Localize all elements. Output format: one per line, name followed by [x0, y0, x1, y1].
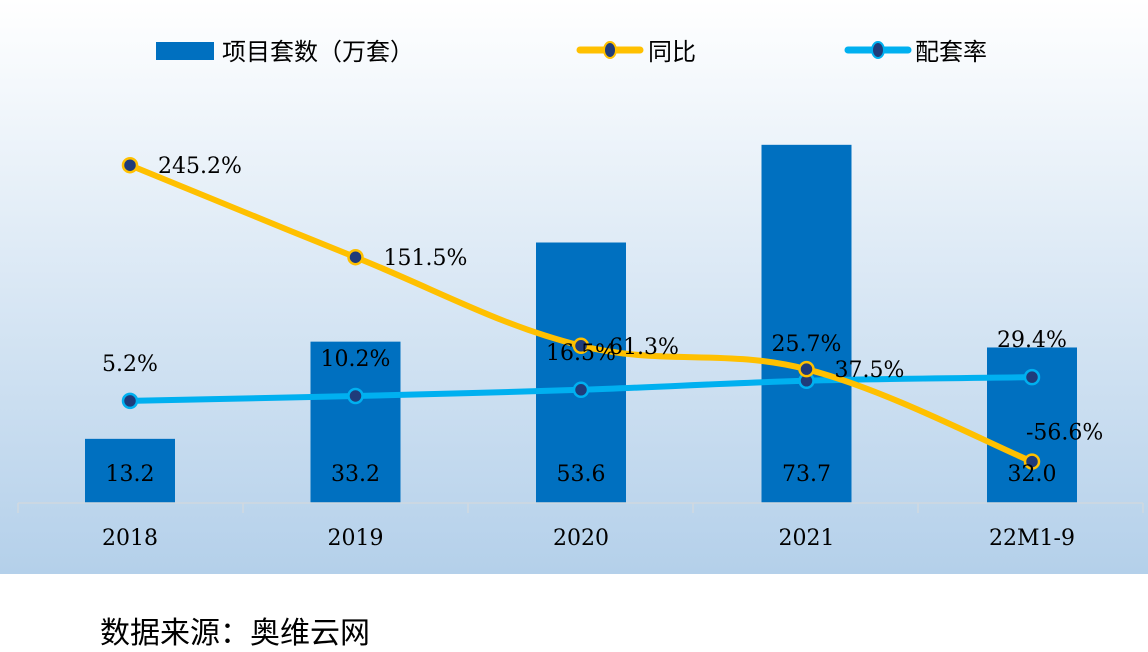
legend: 项目套数（万套） 同比 配套率	[156, 38, 987, 66]
yoy-data-label: -56.6%	[1026, 421, 1103, 446]
legend-marker	[603, 41, 617, 59]
legend-label: 项目套数（万套）	[222, 38, 414, 66]
x-tick-label: 2019	[328, 526, 384, 551]
bar-data-label: 32.0	[1008, 462, 1057, 487]
bar-data-label: 13.2	[106, 462, 155, 487]
rate-data-label: 10.2%	[321, 347, 391, 372]
bar	[85, 438, 175, 503]
rate-marker	[572, 381, 590, 399]
legend-swatch-bar	[156, 42, 214, 60]
yoy-marker	[347, 248, 364, 266]
rate-marker	[121, 392, 139, 410]
legend-label: 同比	[648, 38, 696, 66]
yoy-data-label: 37.5%	[835, 358, 905, 383]
rate-data-label: 25.7%	[772, 332, 842, 357]
bar	[761, 144, 852, 503]
bar-data-label: 53.6	[557, 462, 606, 487]
bar-data-label: 33.2	[331, 462, 380, 487]
source-note: 数据来源：奥维云网	[100, 616, 370, 651]
x-tick-label: 2018	[102, 526, 158, 551]
rate-data-label: 29.4%	[997, 328, 1067, 353]
bar-data-label: 73.7	[782, 462, 831, 487]
yoy-marker	[572, 337, 590, 355]
yoy-data-label: 151.5%	[384, 246, 468, 271]
yoy-marker	[798, 360, 815, 378]
rate-marker	[347, 387, 364, 405]
chart: 项目套数（万套） 同比 配套率 2018 2019 2020 2021 22M1-9 13.…	[0, 0, 1148, 574]
yoy-data-label: 61.3%	[609, 335, 679, 360]
legend-label: 配套率	[915, 38, 987, 66]
bar	[310, 341, 401, 503]
x-tick-label: 2021	[779, 526, 835, 551]
rate-data-label: 16.5%	[546, 341, 616, 366]
x-tick-label: 22M1-9	[989, 526, 1075, 551]
yoy-marker	[1023, 453, 1041, 470]
rate-marker	[1023, 368, 1041, 386]
x-axis: 2018 2019 2020 2021 22M1-9	[17, 502, 1144, 551]
legend-marker	[871, 41, 885, 59]
yoy-marker	[121, 156, 139, 174]
rate-data-label: 5.2%	[102, 352, 158, 377]
yoy-data-label: 245.2%	[158, 154, 242, 179]
bar	[536, 242, 626, 503]
x-tick-label: 2020	[553, 526, 609, 551]
